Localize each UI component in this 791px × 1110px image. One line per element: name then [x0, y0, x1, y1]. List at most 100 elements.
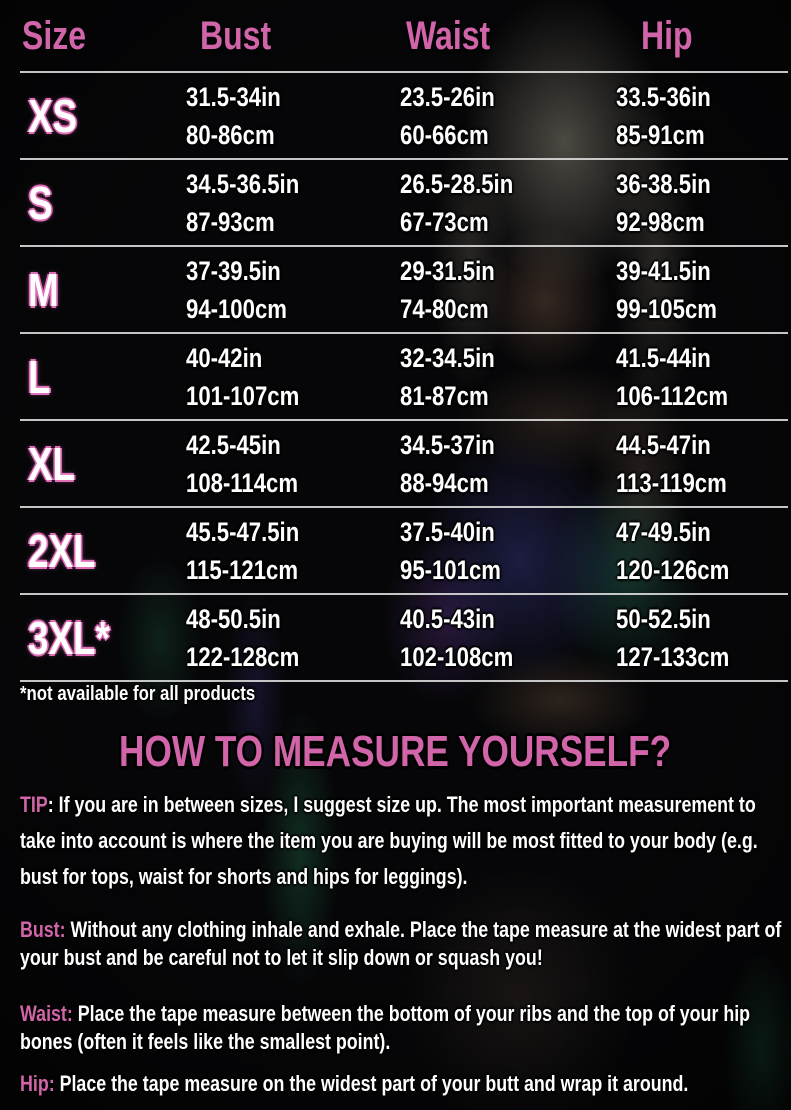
size-label: XS	[28, 89, 78, 142]
hip-cell: 33.5-36in 85-91cm	[616, 78, 711, 154]
bust-cell: 40-42in 101-107cm	[186, 339, 299, 415]
waist-cell: 29-31.5in 74-80cm	[400, 252, 495, 328]
waist-cell: 40.5-43in 102-108cm	[400, 600, 513, 676]
waist-cell: 32-34.5in 81-87cm	[400, 339, 495, 415]
hip-cell: 50-52.5in 127-133cm	[616, 600, 729, 676]
waist-inches: 26.5-28.5in	[400, 168, 514, 199]
divider-line	[20, 593, 788, 595]
waist-inches: 40.5-43in	[400, 603, 495, 634]
size-label: L	[28, 350, 51, 403]
table-row-xl: XL 42.5-45in 108-114cm 34.5-37in 88-94cm…	[0, 420, 791, 507]
divider-line	[20, 419, 788, 421]
waist-cm: 81-87cm	[400, 380, 489, 411]
bust-cell: 45.5-47.5in 115-121cm	[186, 513, 299, 589]
bust-cm: 80-86cm	[186, 119, 275, 150]
hip-paragraph: Hip: Place the tape measure on the wides…	[20, 1070, 781, 1098]
divider-line	[20, 332, 788, 334]
hip-label: Hip:	[20, 1071, 55, 1096]
hip-cell: 47-49.5in 120-126cm	[616, 513, 729, 589]
waist-cm: 88-94cm	[400, 467, 489, 498]
waist-inches: 29-31.5in	[400, 255, 495, 286]
divider-line	[20, 506, 788, 508]
waist-inches: 32-34.5in	[400, 342, 495, 373]
size-label: XL	[28, 437, 76, 490]
hip-cm: 106-112cm	[616, 380, 729, 411]
size-label: 3XL*	[28, 611, 110, 664]
section-heading: HOW TO MEASURE YOURSELF?	[119, 727, 672, 776]
table-row-m: M 37-39.5in 94-100cm 29-31.5in 74-80cm 3…	[0, 246, 791, 333]
hip-inches: 47-49.5in	[616, 516, 711, 547]
bust-label: Bust:	[20, 917, 66, 942]
column-header-size: Size	[22, 14, 87, 58]
hip-inches: 44.5-47in	[616, 429, 711, 460]
bust-cm: 108-114cm	[186, 467, 299, 498]
hip-inches: 33.5-36in	[616, 81, 711, 112]
bust-cm: 87-93cm	[186, 206, 275, 237]
hip-cm: 113-119cm	[616, 467, 727, 498]
table-row-2xl: 2XL 45.5-47.5in 115-121cm 37.5-40in 95-1…	[0, 507, 791, 594]
waist-cm: 102-108cm	[400, 641, 514, 672]
tip-label: TIP	[20, 792, 48, 817]
tip-paragraph: TIP: If you are in between sizes, I sugg…	[20, 787, 781, 895]
hip-inches: 41.5-44in	[616, 342, 711, 373]
hip-cm: 127-133cm	[616, 641, 730, 672]
column-header-waist: Waist	[406, 14, 491, 58]
table-row-xs: XS 31.5-34in 80-86cm 23.5-26in 60-66cm 3…	[0, 72, 791, 159]
bust-cell: 37-39.5in 94-100cm	[186, 252, 287, 328]
divider-line	[20, 245, 788, 247]
waist-cell: 26.5-28.5in 67-73cm	[400, 165, 513, 241]
waist-cm: 74-80cm	[400, 293, 489, 324]
bust-text: Without any clothing inhale and exhale. …	[20, 917, 782, 970]
bust-cell: 34.5-36.5in 87-93cm	[186, 165, 299, 241]
bust-cm: 122-128cm	[186, 641, 300, 672]
footnote: *not available for all products	[20, 683, 256, 705]
waist-label: Waist:	[20, 1001, 73, 1026]
waist-cm: 60-66cm	[400, 119, 489, 150]
bust-cell: 31.5-34in 80-86cm	[186, 78, 281, 154]
bust-paragraph: Bust: Without any clothing inhale and ex…	[20, 916, 781, 972]
table-row-s: S 34.5-36.5in 87-93cm 26.5-28.5in 67-73c…	[0, 159, 791, 246]
hip-cell: 44.5-47in 113-119cm	[616, 426, 727, 502]
divider-line	[20, 158, 788, 160]
hip-inches: 50-52.5in	[616, 603, 711, 634]
bust-inches: 45.5-47.5in	[186, 516, 300, 547]
bust-inches: 40-42in	[186, 342, 263, 373]
waist-cell: 34.5-37in 88-94cm	[400, 426, 495, 502]
hip-cm: 120-126cm	[616, 554, 730, 585]
bust-inches: 34.5-36.5in	[186, 168, 300, 199]
hip-cell: 39-41.5in 99-105cm	[616, 252, 717, 328]
hip-cell: 41.5-44in 106-112cm	[616, 339, 728, 415]
hip-inches: 36-38.5in	[616, 168, 711, 199]
hip-cm: 92-98cm	[616, 206, 705, 237]
tip-colon: :	[47, 792, 54, 817]
table-row-l: L 40-42in 101-107cm 32-34.5in 81-87cm 41…	[0, 333, 791, 420]
waist-cell: 23.5-26in 60-66cm	[400, 78, 495, 154]
hip-cell: 36-38.5in 92-98cm	[616, 165, 711, 241]
column-header-hip: Hip	[641, 14, 693, 58]
hip-cm: 99-105cm	[616, 293, 717, 324]
bust-cm: 101-107cm	[186, 380, 300, 411]
bust-cm: 115-121cm	[186, 554, 299, 585]
column-header-bust: Bust	[200, 14, 272, 58]
hip-cm: 85-91cm	[616, 119, 705, 150]
waist-inches: 37.5-40in	[400, 516, 495, 547]
section-heading-wrap: HOW TO MEASURE YOURSELF?	[0, 728, 791, 776]
tip-text: If you are in between sizes, I suggest s…	[20, 792, 758, 889]
bust-cell: 42.5-45in 108-114cm	[186, 426, 298, 502]
size-label: 2XL	[28, 524, 96, 577]
waist-cm: 95-101cm	[400, 554, 501, 585]
waist-inches: 23.5-26in	[400, 81, 495, 112]
size-label: M	[28, 263, 59, 316]
table-row-3xl: 3XL* 48-50.5in 122-128cm 40.5-43in 102-1…	[0, 594, 791, 681]
bust-cell: 48-50.5in 122-128cm	[186, 600, 299, 676]
bust-inches: 42.5-45in	[186, 429, 281, 460]
waist-inches: 34.5-37in	[400, 429, 495, 460]
size-label: S	[28, 176, 53, 229]
waist-text: Place the tape measure between the botto…	[20, 1001, 751, 1054]
waist-cell: 37.5-40in 95-101cm	[400, 513, 501, 589]
hip-inches: 39-41.5in	[616, 255, 711, 286]
bust-inches: 37-39.5in	[186, 255, 281, 286]
hip-text: Place the tape measure on the widest par…	[54, 1071, 689, 1096]
